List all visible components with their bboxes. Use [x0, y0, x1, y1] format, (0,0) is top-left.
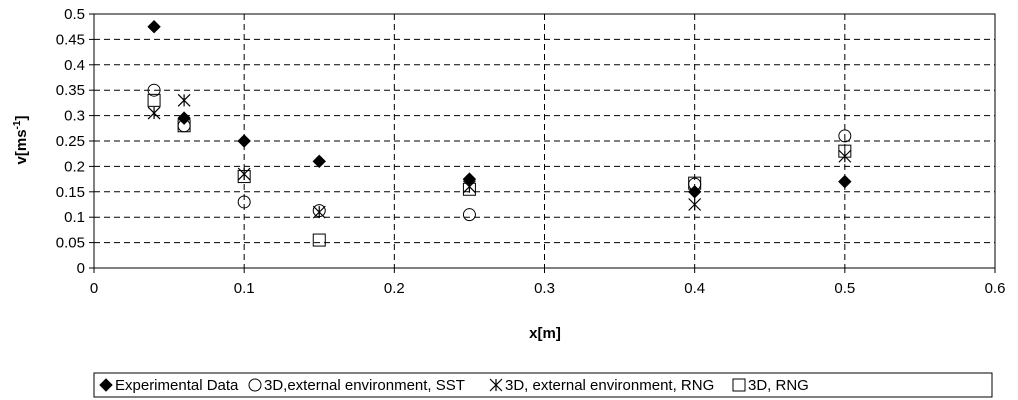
- legend-frame: [93, 372, 993, 398]
- y-tick-label: 0.15: [56, 184, 85, 201]
- x-tick-label: 0.6: [985, 280, 1006, 297]
- y-tick-label: 0.1: [64, 209, 85, 226]
- legend: Experimental Data 3D,external environment…: [93, 372, 993, 398]
- x-axis-title: x[m]: [529, 325, 561, 342]
- data-point-open-circle: [147, 83, 161, 97]
- data-point-filled-diamond: [462, 172, 477, 186]
- data-points: [147, 19, 852, 247]
- data-point-asterisk: [237, 167, 251, 181]
- y-tick-label: 0.25: [56, 133, 85, 150]
- y-tick-label: 0.05: [56, 235, 85, 252]
- data-point-filled-diamond: [147, 19, 161, 34]
- x-tick-label: 0.2: [384, 280, 405, 297]
- y-axis-title: v[ms-1]: [12, 116, 30, 165]
- y-axis-title-close: ]: [13, 116, 30, 121]
- data-point-filled-diamond: [687, 185, 702, 199]
- y-tick-label: 0.35: [56, 82, 85, 99]
- legend-marker-open-square: [732, 378, 746, 392]
- data-point-filled-diamond: [177, 111, 191, 125]
- legend-label: 3D, RNG: [748, 377, 809, 394]
- data-point-open-circle: [462, 208, 476, 222]
- data-point-open-circle: [237, 195, 251, 209]
- data-point-asterisk: [177, 93, 191, 107]
- x-tick-label: 0.5: [834, 280, 855, 297]
- grid: [89, 13, 996, 273]
- data-point-asterisk: [147, 106, 161, 120]
- y-axis-title-superscript: -1: [12, 120, 23, 129]
- legend-marker-filled-diamond: [99, 378, 113, 392]
- data-point-asterisk: [688, 198, 702, 211]
- y-tick-label: 0.5: [64, 6, 85, 23]
- x-tick-label: 0: [90, 280, 98, 297]
- legend-marker-asterisk: [489, 378, 503, 392]
- y-axis-title-main: v[ms: [13, 129, 30, 164]
- data-point-asterisk: [838, 149, 852, 163]
- data-point-open-circle: [838, 129, 852, 143]
- data-point-open-square: [147, 93, 161, 107]
- data-point-filled-diamond: [838, 174, 852, 189]
- y-tick-label: 0.4: [64, 57, 85, 74]
- tick-labels: 0 0.05 0.1 0.15 0.2 0.25 0.3 0.35 0.4 0.45 0.5 0 0.1…: [56, 6, 1006, 297]
- data-point-filled-diamond: [312, 154, 326, 169]
- x-tick-label: 0.4: [684, 280, 705, 297]
- data-point-asterisk: [312, 205, 326, 219]
- legend-label: 3D,external environment, SST: [264, 377, 465, 394]
- x-tick-label: 0.3: [534, 280, 555, 297]
- data-point-open-square: [312, 233, 326, 247]
- y-tick-label: 0.3: [64, 108, 85, 125]
- y-tick-label: 0.2: [64, 158, 85, 175]
- y-tick-label: 0: [77, 260, 85, 277]
- y-tick-label: 0.45: [56, 31, 85, 48]
- data-point-filled-diamond: [237, 134, 251, 148]
- legend-label: 3D, external environment, RNG: [505, 377, 714, 394]
- x-tick-label: 0.1: [234, 280, 255, 297]
- legend-marker-open-circle: [248, 378, 262, 392]
- plot-area-frame: [93, 13, 996, 269]
- legend-label: Experimental Data: [115, 377, 239, 394]
